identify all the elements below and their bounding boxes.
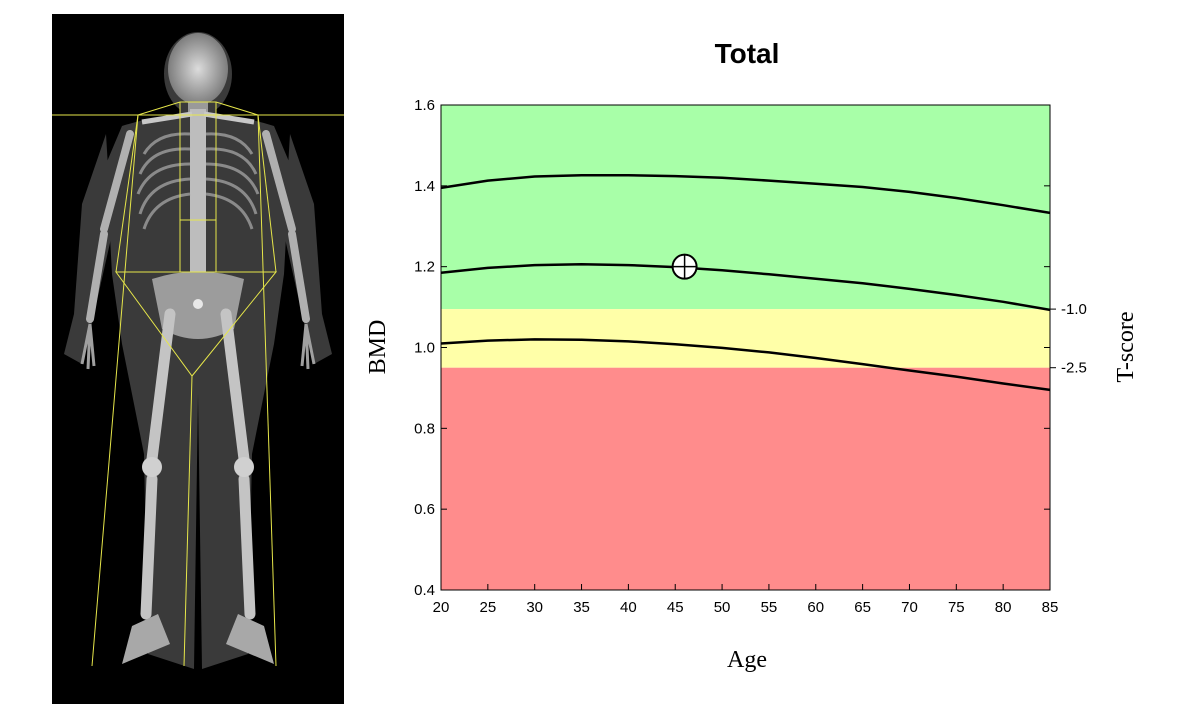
x-tick-label: 35	[573, 599, 590, 616]
bmd-chart-panel: Total 20 25 30 35 40 45 50 55 60 65 70 75 80 85 0.4 0.6…	[345, 0, 1184, 720]
reference-curve-2	[440, 262, 1051, 312]
tscore-tick-label: -1.0	[1061, 301, 1087, 318]
x-tick-label: 30	[526, 599, 543, 616]
y-tick-label: 1.6	[414, 97, 435, 114]
y-tick-label: 0.8	[414, 420, 435, 437]
body-scan-image	[52, 14, 344, 704]
y-axis-label: BMD	[365, 320, 391, 375]
x-tick-label: 55	[761, 599, 778, 616]
y-tick-label: 1.0	[414, 340, 435, 357]
y-tick-label: 1.4	[414, 178, 435, 195]
y-tick-label: 1.2	[414, 259, 435, 276]
bmd-chart: Total 20 25 30 35 40 45 50 55 60 65 70 75 80 85 0.4 0.6…	[365, 38, 1139, 673]
x-tick-label: 20	[433, 599, 450, 616]
reference-curve-1	[440, 174, 1051, 215]
x-tick-label: 60	[807, 599, 824, 616]
x-tick-label: 85	[1042, 599, 1059, 616]
x-tick-label: 50	[714, 599, 731, 616]
reference-curve-3	[440, 338, 1051, 392]
x-tick-label: 45	[667, 599, 684, 616]
x-tick-label: 40	[620, 599, 637, 616]
x-axis-label: Age	[727, 647, 767, 673]
y-tick-label: 0.4	[414, 582, 435, 599]
x-tick-label: 75	[948, 599, 965, 616]
chart-title: Total	[715, 38, 780, 69]
x-tick-label: 25	[480, 599, 497, 616]
y-tick-label: 0.6	[414, 501, 435, 518]
skeleton-dxa-scan-icon	[52, 32, 344, 669]
x-tick-label: 80	[995, 599, 1012, 616]
tscore-tick-label: -2.5	[1061, 360, 1087, 377]
y2-axis-label: T-score	[1113, 311, 1139, 382]
band-normal	[441, 105, 1050, 310]
x-tick-label: 65	[854, 599, 871, 616]
band-osteoporosis	[441, 367, 1050, 590]
x-tick-label: 70	[901, 599, 918, 616]
patient-marker	[671, 253, 698, 280]
